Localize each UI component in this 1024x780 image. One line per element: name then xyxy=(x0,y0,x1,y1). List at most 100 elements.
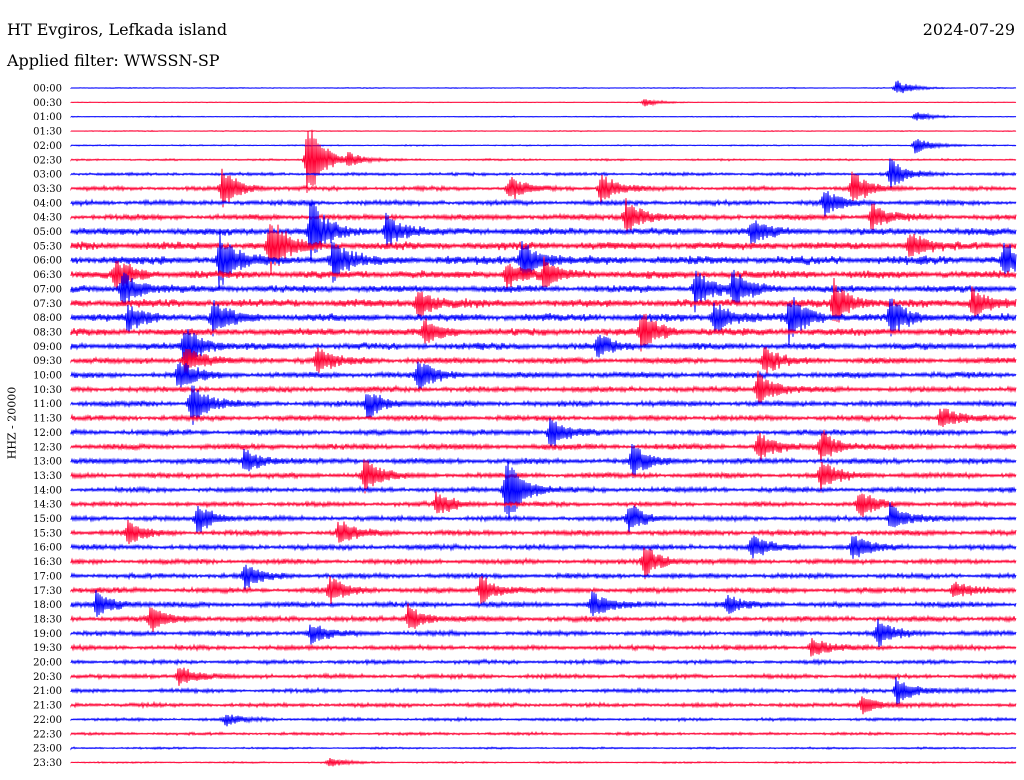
tick-label: 14:30 xyxy=(33,500,62,511)
trace-line-0200 xyxy=(70,139,1017,154)
tick-label: 22:00 xyxy=(33,715,62,726)
trace-line-2100 xyxy=(70,677,1017,708)
trace-line-0700 xyxy=(70,269,1017,313)
trace-line-1530 xyxy=(70,519,1017,545)
tick-label: 20:30 xyxy=(33,672,62,683)
tick-label: 10:30 xyxy=(33,385,62,396)
trace-line-0730 xyxy=(70,277,1017,323)
trace-line-1500 xyxy=(70,502,1017,535)
tick-label: 04:00 xyxy=(33,198,62,209)
tick-label: 10:00 xyxy=(33,371,62,382)
trace-line-0530 xyxy=(70,224,1017,275)
trace-line-0630 xyxy=(70,256,1017,291)
tick-label: 01:30 xyxy=(33,127,62,138)
tick-label: 12:30 xyxy=(33,442,62,453)
tick-label: 06:30 xyxy=(33,270,62,281)
trace-line-0230 xyxy=(70,129,1017,193)
tick-label: 07:00 xyxy=(33,284,62,295)
trace-line-2000 xyxy=(70,657,1017,666)
tick-label: 18:30 xyxy=(33,614,62,625)
tick-label: 07:30 xyxy=(33,299,62,310)
tick-label: 15:00 xyxy=(33,514,62,525)
trace-line-0400 xyxy=(70,191,1017,217)
tick-label: 12:00 xyxy=(33,428,62,439)
tick-label: 13:30 xyxy=(33,471,62,482)
tick-label: 09:00 xyxy=(33,342,62,353)
tick-label: 11:00 xyxy=(33,399,62,410)
trace-line-0900 xyxy=(70,329,1017,366)
tick-label: 08:00 xyxy=(33,313,62,324)
trace-line-1900 xyxy=(70,618,1017,648)
trace-line-2030 xyxy=(70,667,1017,686)
tick-label: 00:00 xyxy=(33,84,62,95)
trace-line-1200 xyxy=(70,418,1017,447)
tick-label: 23:00 xyxy=(33,744,62,755)
tick-label: 03:30 xyxy=(33,184,62,195)
trace-line-1230 xyxy=(70,430,1017,464)
trace-line-0800 xyxy=(70,297,1017,346)
tick-label: 21:30 xyxy=(33,701,62,712)
tick-label: 16:00 xyxy=(33,543,62,554)
trace-line-1730 xyxy=(70,575,1017,605)
trace-line-0100 xyxy=(70,112,1017,121)
trace-line-2300 xyxy=(70,746,1017,751)
tick-label: 08:30 xyxy=(33,327,62,338)
trace-line-1300 xyxy=(70,443,1017,479)
date-label: 2024-07-29 xyxy=(922,20,1015,39)
tick-label: 05:00 xyxy=(33,227,62,238)
tick-label: 04:30 xyxy=(33,213,62,224)
tick-label: 20:00 xyxy=(33,658,62,669)
trace-line-1830 xyxy=(70,603,1017,632)
tick-label: 22:30 xyxy=(33,729,62,740)
tick-label: 23:30 xyxy=(33,758,62,769)
trace-line-0930 xyxy=(70,346,1017,376)
trace-line-1030 xyxy=(70,370,1017,406)
tick-label: 01:00 xyxy=(33,112,62,123)
tick-label: 00:30 xyxy=(33,98,62,109)
tick-label: 19:30 xyxy=(33,643,62,654)
trace-line-2330 xyxy=(70,758,1017,767)
station-title: HT Evgiros, Lefkada island xyxy=(7,20,228,39)
tick-label: 03:00 xyxy=(33,170,62,181)
tick-label: 17:00 xyxy=(33,571,62,582)
trace-line-2230 xyxy=(70,730,1017,737)
tick-label: 09:30 xyxy=(33,356,62,367)
tick-label: 21:00 xyxy=(33,686,62,697)
tick-label: 18:00 xyxy=(33,600,62,611)
trace-line-0600 xyxy=(70,231,1017,289)
trace-line-1800 xyxy=(70,590,1017,617)
tick-label: 06:00 xyxy=(33,256,62,267)
tick-label: 16:30 xyxy=(33,557,62,568)
tick-label: 05:30 xyxy=(33,241,62,252)
trace-line-0430 xyxy=(70,198,1017,235)
tick-label-layer: 00:00 00:30 01:00 01:30 02:00 02:30 03:00 03:30… xyxy=(33,84,62,769)
trace-line-1430 xyxy=(70,491,1017,518)
trace-line-2130 xyxy=(70,696,1017,715)
tick-label: 15:30 xyxy=(33,528,62,539)
trace-line-1330 xyxy=(70,459,1017,494)
trace-line-0830 xyxy=(70,313,1017,352)
tick-label: 14:00 xyxy=(33,485,62,496)
trace-line-0030 xyxy=(70,99,1017,107)
tick-label: 19:00 xyxy=(33,629,62,640)
trace-line-1600 xyxy=(70,535,1017,559)
trace-line-0500 xyxy=(70,200,1017,264)
trace-line-1400 xyxy=(70,459,1017,520)
trace-line-1930 xyxy=(70,638,1017,657)
trace-line-1700 xyxy=(70,564,1017,591)
trace-line-0330 xyxy=(70,168,1017,208)
tick-label: 02:30 xyxy=(33,155,62,166)
tick-label: 02:00 xyxy=(33,141,62,152)
tick-label: 13:00 xyxy=(33,457,62,468)
tick-label: 11:30 xyxy=(33,414,62,425)
trace-line-1630 xyxy=(70,547,1017,580)
filter-label: Applied filter: WWSSN-SP xyxy=(7,51,220,70)
trace-line-0000 xyxy=(70,80,1017,94)
trace-line-1000 xyxy=(70,361,1017,390)
tick-label: 17:30 xyxy=(33,586,62,597)
trace-line-1100 xyxy=(70,385,1017,425)
trace-layer xyxy=(70,80,1017,767)
trace-line-2200 xyxy=(70,714,1017,727)
trace-line-0130 xyxy=(70,129,1017,133)
